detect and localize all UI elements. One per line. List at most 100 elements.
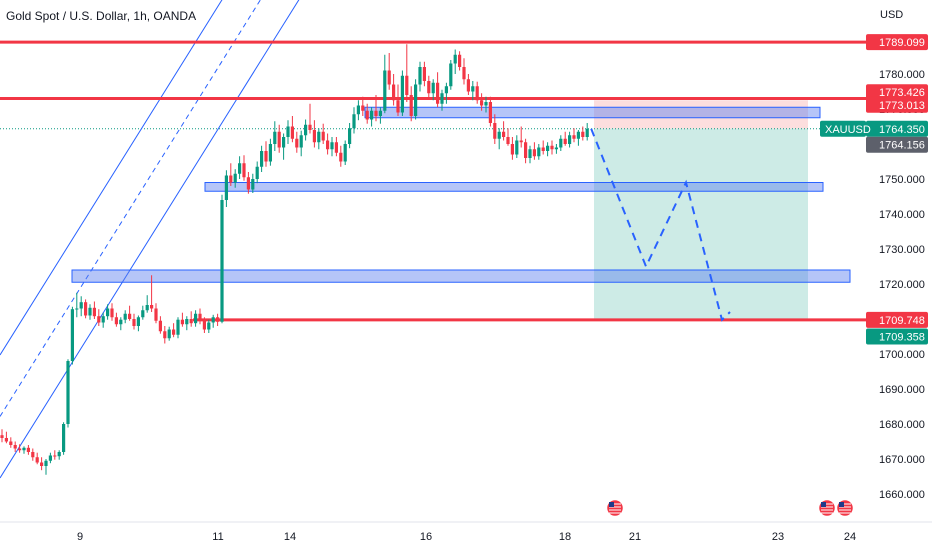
candle	[290, 116, 294, 143]
candle	[546, 142, 550, 157]
candle	[396, 84, 400, 116]
flag-canton	[609, 502, 614, 507]
y-tick-label: 1660.000	[879, 489, 925, 501]
candle	[57, 450, 61, 460]
candle	[585, 123, 589, 141]
candle-body	[466, 79, 470, 92]
symbol-tag-label: XAUUSD	[825, 124, 871, 136]
channel-midline	[0, 0, 261, 417]
candle-body	[572, 135, 576, 139]
candle	[304, 119, 308, 141]
candle	[211, 314, 215, 328]
y-tick-label: 1670.000	[879, 454, 925, 466]
candle-body	[409, 95, 413, 116]
candle	[268, 138, 272, 166]
candle	[88, 304, 92, 320]
candle	[387, 53, 391, 90]
candle-body	[158, 320, 162, 332]
candle-body	[532, 149, 536, 157]
candle	[343, 140, 347, 165]
candle-body	[273, 131, 277, 144]
candle	[9, 437, 13, 448]
candle	[97, 309, 101, 326]
candle-body	[339, 152, 343, 162]
candle-body	[255, 166, 259, 179]
candle-body	[9, 441, 13, 445]
candle	[312, 120, 316, 148]
candle-body	[356, 105, 360, 115]
candle-body	[510, 144, 514, 155]
candle-body	[378, 110, 382, 116]
candle-body	[585, 128, 589, 137]
candle-body	[268, 144, 272, 162]
y-tick-label: 1700.000	[879, 349, 925, 361]
candle-body	[101, 316, 105, 323]
candle-body	[493, 123, 497, 139]
candle-body	[440, 93, 444, 104]
candle	[308, 103, 312, 134]
price-tag-level: 1773.013	[866, 96, 928, 113]
candle-body	[304, 124, 308, 136]
candle	[216, 313, 220, 326]
candle-body	[396, 100, 400, 113]
currency-label: USD	[880, 9, 904, 21]
zone-2	[204, 182, 824, 192]
candle	[436, 72, 440, 108]
candle-body	[202, 320, 206, 330]
event-markers	[605, 498, 855, 518]
candle	[510, 137, 514, 160]
candle	[26, 445, 30, 455]
price-tag-bg	[866, 311, 928, 328]
candle	[84, 299, 88, 319]
candle-body	[84, 302, 88, 316]
price-tag-bg	[866, 328, 928, 345]
candle-body	[488, 102, 492, 123]
candle	[62, 422, 66, 455]
candle	[145, 295, 149, 313]
candle	[79, 296, 83, 317]
candle	[317, 128, 321, 150]
candle-body	[264, 151, 268, 162]
y-tick-label: 1690.000	[879, 384, 925, 396]
candle-body	[400, 75, 404, 113]
candle-body	[563, 138, 567, 144]
candle-body	[414, 84, 418, 116]
flag-canton	[839, 502, 844, 507]
event-marker-2	[817, 498, 837, 518]
zone-1	[364, 106, 821, 119]
candle-body	[180, 319, 184, 325]
candle-body	[576, 131, 580, 139]
candle	[238, 156, 242, 179]
candle	[128, 305, 132, 321]
candle	[264, 141, 268, 167]
candle	[198, 308, 202, 325]
candle-body	[277, 131, 281, 148]
candle-body	[229, 175, 233, 183]
candle	[568, 131, 572, 148]
candle	[277, 124, 281, 153]
candle	[493, 114, 497, 144]
candle-body	[119, 319, 123, 325]
candle-body	[40, 462, 44, 466]
candle	[392, 74, 396, 106]
projection-path	[590, 128, 731, 322]
candle	[524, 138, 528, 164]
candle-body	[317, 131, 321, 143]
time-axis[interactable]: 9 11 14 16 18 21 23 24	[0, 521, 932, 543]
candle-body	[559, 138, 563, 148]
candle-body	[57, 452, 61, 457]
candle	[374, 95, 378, 122]
candle	[370, 107, 374, 127]
candle	[66, 359, 70, 428]
candle	[466, 74, 470, 95]
candle	[383, 54, 387, 114]
x-tick-label: 11	[212, 531, 223, 543]
candle	[528, 145, 532, 164]
candle-body	[431, 82, 435, 94]
support-resistance-zones	[71, 106, 851, 283]
candle-body	[458, 54, 462, 67]
candle	[497, 128, 501, 150]
trend-channel	[0, 0, 300, 479]
candle-body	[66, 361, 70, 424]
